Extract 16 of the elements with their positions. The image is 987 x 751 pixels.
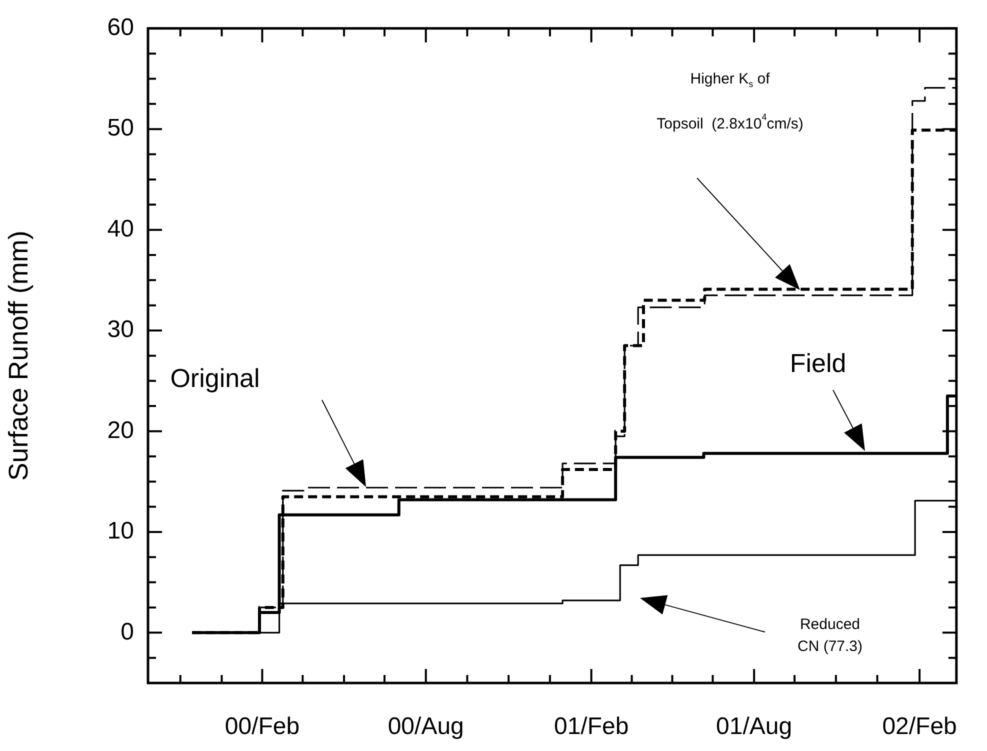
- x-tick-label: 01/Aug: [716, 713, 792, 740]
- x-tick-label: 01/Feb: [554, 713, 629, 740]
- x-tick-label: 00/Aug: [388, 713, 464, 740]
- y-tick-label: 10: [107, 518, 134, 545]
- y-axis-title: Surface Runoff (mm): [4, 230, 34, 481]
- annotation: Reduced CN (77.3): [797, 616, 863, 656]
- x-tick-label: 00/Feb: [224, 713, 300, 740]
- y-tick-label: 60: [107, 14, 134, 42]
- y-tick-label: 30: [107, 316, 134, 344]
- y-tick-label: 0: [120, 618, 134, 646]
- x-tick-label: 02/Feb: [882, 713, 957, 740]
- y-tick-label: 50: [107, 114, 134, 142]
- annotation: Field: [790, 348, 846, 378]
- y-tick-label: 20: [107, 416, 134, 444]
- annotation: Original: [170, 363, 260, 394]
- y-tick-label: 40: [107, 215, 134, 242]
